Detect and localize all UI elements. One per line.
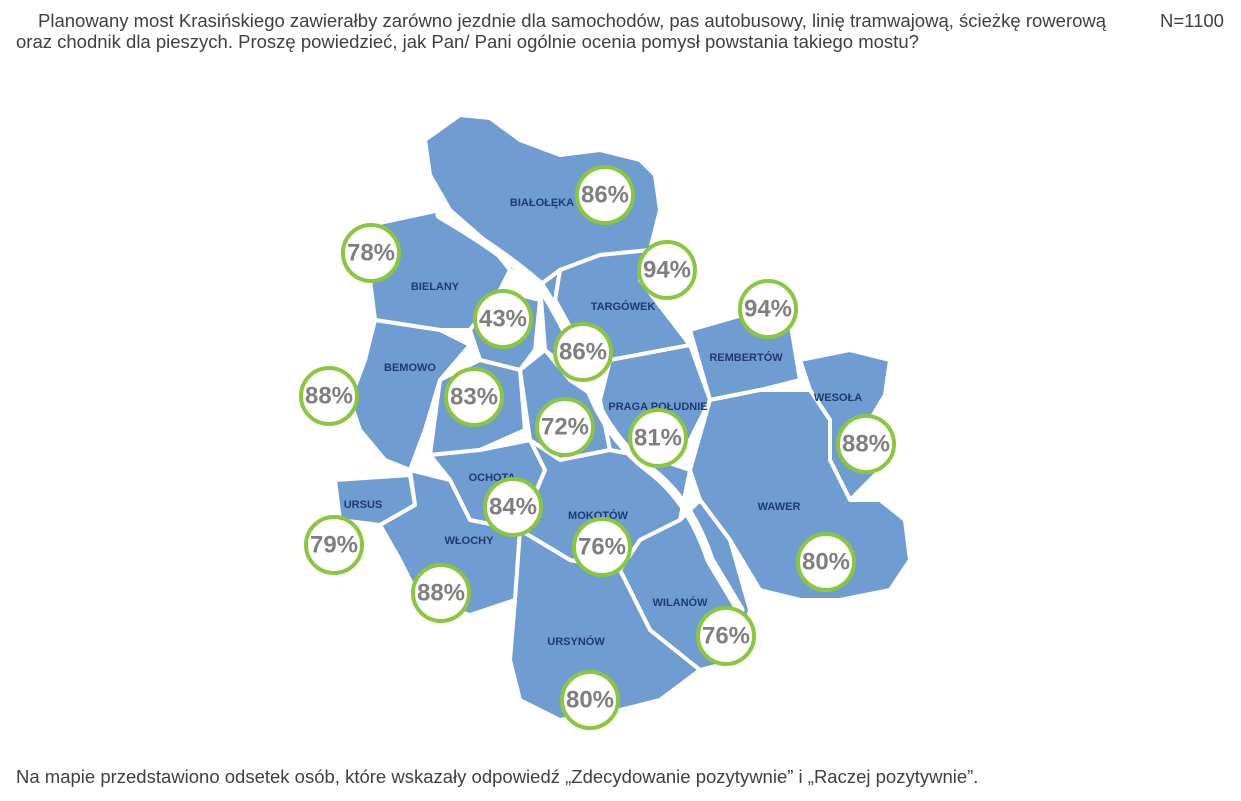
badge-circle	[796, 532, 856, 592]
percentage-label: 43%	[479, 306, 527, 333]
percentage-label: 86%	[559, 339, 607, 366]
district-label: PRAGA POŁUDNIE	[608, 401, 707, 413]
percentage-badge: 79%	[304, 515, 364, 575]
percentage-label: 94%	[643, 257, 691, 284]
percentage-label: 79%	[310, 532, 358, 559]
percentage-label: 72%	[541, 414, 589, 441]
badge-circle	[560, 670, 620, 730]
district-label: URSYNÓW	[547, 635, 605, 648]
percentage-label: 84%	[489, 494, 537, 521]
percentages: 86% 78% 94% 94% 43% 86% 88% 83% 72% 81% 88% 84% 79% 7…	[299, 165, 896, 730]
percentage-label: 76%	[578, 534, 626, 561]
percentage-label: 88%	[305, 383, 353, 410]
percentage-label: 78%	[347, 240, 395, 267]
badge-circle	[304, 515, 364, 575]
district-label: BIELANY	[411, 281, 460, 293]
sample-size: N=1100	[1160, 10, 1224, 31]
percentage-badge: 83%	[444, 367, 504, 427]
percentage-badge: 88%	[836, 414, 896, 474]
badge-circle	[299, 366, 359, 426]
district-label: WILANÓW	[653, 596, 709, 609]
footer-note: Na mapie przedstawiono odsetek osób, któ…	[16, 766, 979, 787]
percentage-label: 86%	[581, 182, 629, 209]
badge-circle	[696, 606, 756, 666]
percentage-label: 94%	[744, 296, 792, 323]
question: Planowany most Krasińskiego zawierałby z…	[16, 10, 1107, 52]
badge-circle	[575, 165, 635, 225]
district-label: WŁOCHY	[445, 535, 495, 547]
percentage-badge: 80%	[560, 670, 620, 730]
badge-circle	[553, 322, 613, 382]
percentage-badge: 76%	[696, 606, 756, 666]
percentage-badge: 86%	[553, 322, 613, 382]
district-label: TARGÓWEK	[591, 300, 656, 313]
badge-circle	[738, 279, 798, 339]
percentage-badge: 84%	[483, 477, 543, 537]
percentage-badge: 94%	[637, 240, 697, 300]
percentage-label: 80%	[566, 687, 614, 714]
percentage-badge: 81%	[628, 408, 688, 468]
percentage-label: 88%	[417, 580, 465, 607]
district-label: WESOŁA	[814, 392, 862, 404]
badge-circle	[572, 517, 632, 577]
district-label: URSUS	[344, 499, 383, 511]
district-label: BEMOWO	[384, 362, 436, 374]
district-label: REMBERTÓW	[709, 351, 783, 364]
badge-circle	[483, 477, 543, 537]
percentage-badge: 80%	[796, 532, 856, 592]
percentage-label: 80%	[802, 549, 850, 576]
percentage-label: 81%	[634, 425, 682, 452]
district-label: MOKOTÓW	[568, 509, 628, 522]
badge-circle	[341, 223, 401, 283]
badge-circle	[628, 408, 688, 468]
percentage-label: 83%	[450, 384, 498, 411]
percentage-badge: 94%	[738, 279, 798, 339]
badge-circle	[411, 563, 471, 623]
badge-circle	[473, 289, 533, 349]
percentage-badge: 78%	[341, 223, 401, 283]
percentage-badge: 88%	[299, 366, 359, 426]
district-label: BIAŁOŁĘKA	[510, 197, 574, 209]
percentage-badge: 76%	[572, 517, 632, 577]
district-labels: BIAŁOŁĘKA BIELANY TARGÓWEK REMBERTÓW BEMOWO W…	[344, 197, 862, 648]
district-label: WAWER	[758, 501, 801, 513]
percentage-badge: 43%	[473, 289, 533, 349]
percentage-badge: 72%	[535, 397, 595, 457]
badge-circle	[836, 414, 896, 474]
percentage-label: 76%	[702, 623, 750, 650]
percentage-label: 88%	[842, 431, 890, 458]
badge-circle	[535, 397, 595, 457]
percentage-badge: 86%	[575, 165, 635, 225]
badge-circle	[637, 240, 697, 300]
badge-circle	[444, 367, 504, 427]
percentage-badge: 88%	[411, 563, 471, 623]
